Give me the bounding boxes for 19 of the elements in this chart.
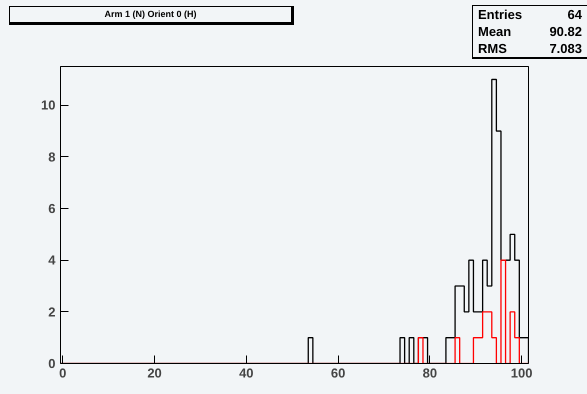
text: 64	[568, 6, 582, 23]
x-tick-label: 80	[422, 366, 438, 380]
text: Entries	[478, 6, 522, 23]
y-tick-label: 4	[48, 252, 56, 268]
y-tick-label: 6	[48, 201, 56, 216]
text: Mean	[478, 23, 512, 40]
y-tick-label: 8	[48, 149, 56, 164]
x-tick-label: 40	[239, 366, 254, 380]
y-tick-label: 0	[48, 356, 56, 371]
text: 7.083	[549, 40, 582, 57]
x-tick-label: 100	[510, 366, 532, 380]
chart-title: Arm 1 (N) Orient 0 (H)	[9, 6, 294, 25]
x-tick-label: 60	[330, 366, 346, 380]
y-tick-label: 2	[48, 304, 56, 320]
x-tick-label: 20	[147, 366, 162, 380]
text: RMS	[478, 40, 507, 57]
text: 90.82	[549, 23, 582, 40]
y-tick-label: 10	[41, 98, 56, 113]
x-tick-label: 0	[59, 366, 66, 380]
